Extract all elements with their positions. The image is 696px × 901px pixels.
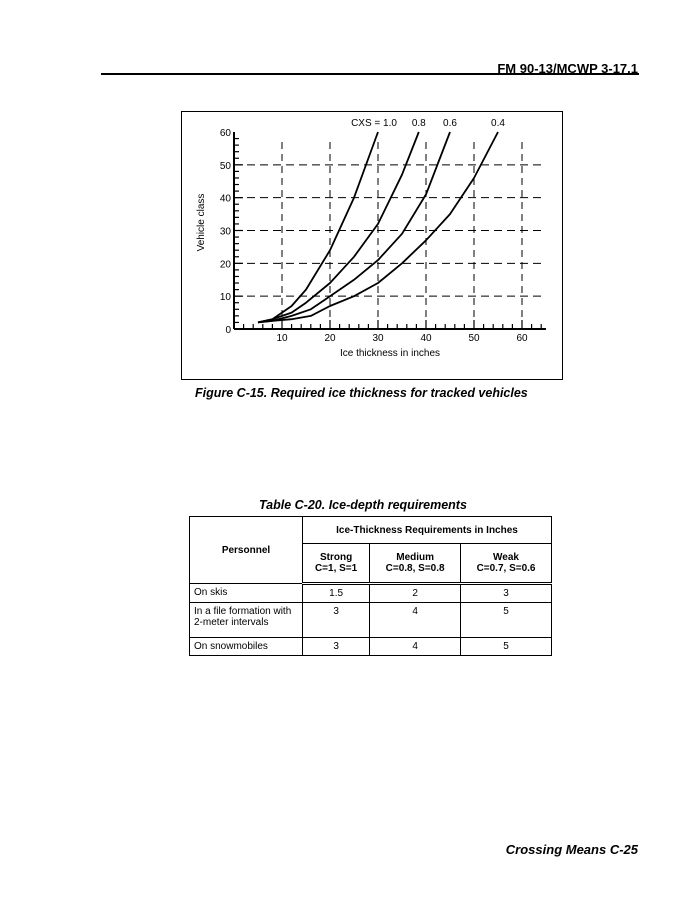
x-axis-label: Ice thickness in inches xyxy=(340,348,440,359)
y-axis-label: Vehicle class xyxy=(196,194,207,252)
table-cell: 1.5 xyxy=(301,583,371,603)
column-header-weak: Weak C=0.7, S=0.6 xyxy=(460,543,552,585)
y-tick-label: 10 xyxy=(220,292,232,303)
figure-box: 0 10 20 30 40 50 60 10 20 30 40 50 60 Ice thickness i… xyxy=(181,111,563,380)
ice-thickness-chart: 0 10 20 30 40 50 60 10 20 30 40 50 60 Ice thickness i… xyxy=(196,118,546,359)
x-tick-label: 10 xyxy=(276,333,288,344)
table-cell: 3 xyxy=(301,602,371,638)
table-cell: 4 xyxy=(369,602,462,638)
ice-depth-table: Personnel Ice-Thickness Requirements in … xyxy=(189,516,552,656)
series-label: CXS = 1.0 xyxy=(351,118,397,129)
x-tick-label: 40 xyxy=(420,333,432,344)
series-label: 0.8 xyxy=(412,118,426,129)
figure-caption: Figure C-15. Required ice thickness for … xyxy=(195,386,528,400)
series-line xyxy=(257,131,499,324)
x-tick-label: 20 xyxy=(324,333,336,344)
y-tick-label: 50 xyxy=(220,161,232,172)
table-cell: 5 xyxy=(460,602,552,638)
y-tick-label: 60 xyxy=(220,128,232,139)
y-tick-label: 40 xyxy=(220,194,232,205)
table-cell: 3 xyxy=(301,637,371,656)
series-label: 0.6 xyxy=(443,118,457,129)
column-header-strong: Strong C=1, S=1 xyxy=(301,543,371,585)
x-tick-label: 30 xyxy=(372,333,384,344)
table-row: In a file formation with 2-meter interva… xyxy=(189,602,552,638)
row-label: In a file formation with 2-meter interva… xyxy=(189,602,303,638)
row-label: On snowmobiles xyxy=(189,637,303,656)
table-cell: 3 xyxy=(460,583,552,603)
table-row: On skis 1.5 2 3 xyxy=(189,583,552,603)
row-label: On skis xyxy=(189,583,303,603)
table-cell: 4 xyxy=(369,637,462,656)
table-cell: 5 xyxy=(460,637,552,656)
table-subheader-row: Strong C=1, S=1 Medium C=0.8, S=0.8 Weak C=… xyxy=(190,543,552,585)
table-row: On snowmobiles 3 4 5 xyxy=(189,637,552,656)
header-rule xyxy=(101,73,639,75)
ice-thickness-group-header: Ice-Thickness Requirements in Inches xyxy=(302,516,552,544)
table-caption: Table C-20. Ice-depth requirements xyxy=(259,498,467,512)
page-footer: Crossing Means C-25 xyxy=(505,842,638,857)
y-tick-label: 20 xyxy=(220,259,232,270)
x-tick-label: 50 xyxy=(468,333,480,344)
y-tick-label: 0 xyxy=(225,325,231,336)
x-tick-label: 60 xyxy=(516,333,528,344)
table-cell: 2 xyxy=(369,583,462,603)
series-line xyxy=(257,131,451,324)
document-id: FM 90-13/MCWP 3-17.1 xyxy=(497,61,638,76)
table-header-row: Personnel Ice-Thickness Requirements in … xyxy=(189,516,552,584)
personnel-header: Personnel xyxy=(189,516,303,584)
column-header-medium: Medium C=0.8, S=0.8 xyxy=(369,543,462,585)
series-label: 0.4 xyxy=(491,118,505,129)
series-line xyxy=(257,131,420,324)
y-tick-label: 30 xyxy=(220,227,232,238)
